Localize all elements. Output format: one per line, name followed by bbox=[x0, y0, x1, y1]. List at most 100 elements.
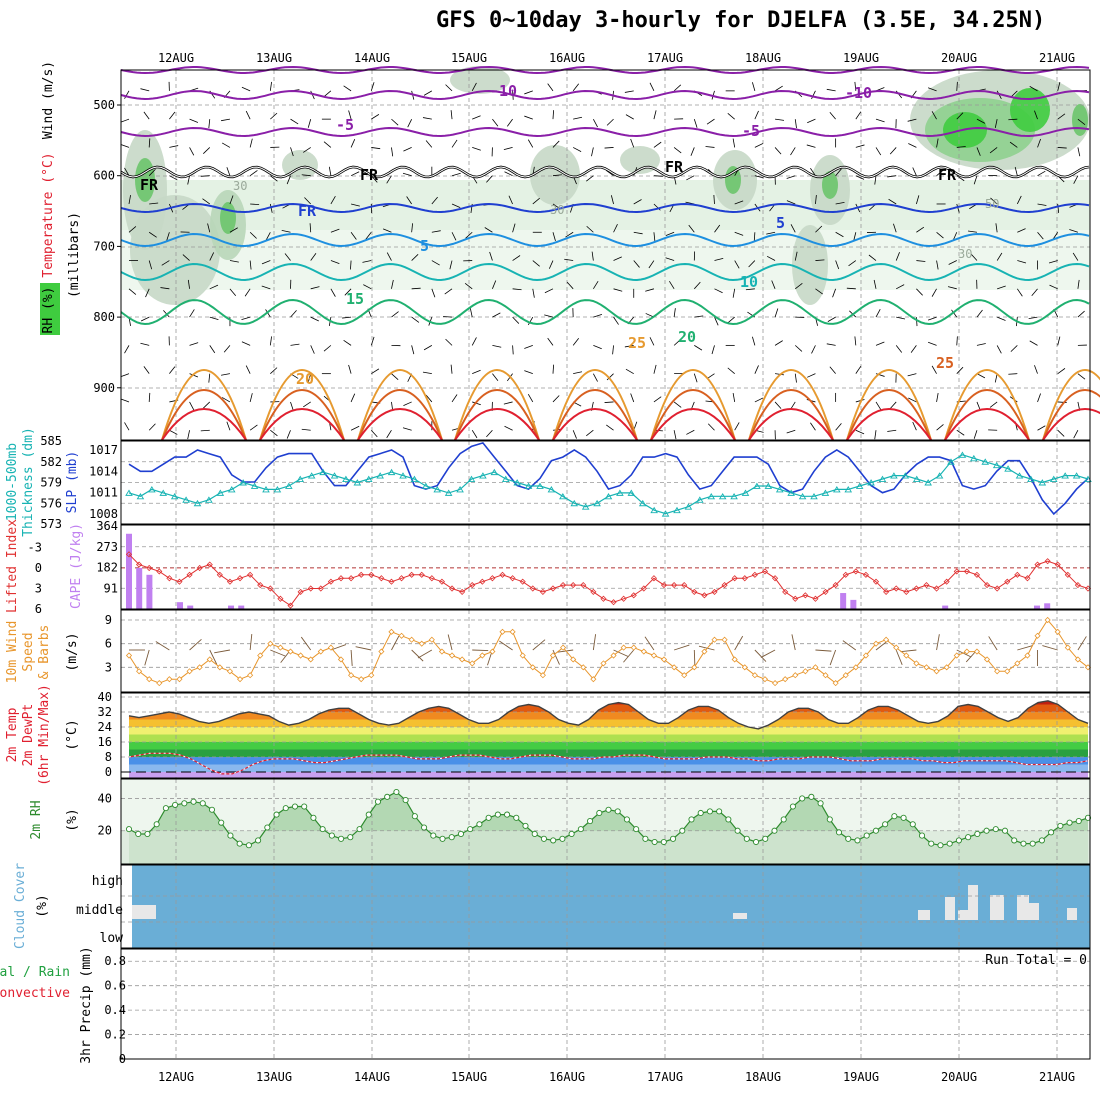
wind-barb bbox=[391, 635, 400, 651]
wind-barb bbox=[140, 342, 150, 346]
temp-bands bbox=[129, 700, 1088, 780]
wind-barb bbox=[835, 202, 845, 205]
rh-point bbox=[826, 816, 833, 823]
wind-barb bbox=[330, 288, 336, 297]
wind-barb bbox=[1028, 316, 1038, 320]
wind-barb bbox=[848, 260, 857, 267]
wind-point bbox=[438, 648, 446, 655]
li-point bbox=[751, 571, 758, 578]
wind-tick: 3 bbox=[105, 660, 112, 674]
cloud-tick: high bbox=[92, 874, 123, 889]
wind-barb bbox=[249, 393, 253, 403]
li-point bbox=[317, 585, 324, 592]
wind-barb bbox=[309, 223, 312, 233]
wind-barb bbox=[300, 636, 312, 651]
wind-barb bbox=[829, 111, 836, 120]
wind-barb bbox=[623, 649, 635, 663]
cloud-panel: high middle low Cloud Cover (%) bbox=[13, 863, 1091, 949]
temp-contour-label: 25 bbox=[628, 334, 646, 352]
cloud-gap bbox=[733, 913, 747, 919]
cloud-label-2: (%) bbox=[35, 894, 50, 917]
wind-label: Wind (m/s) bbox=[41, 61, 56, 139]
wind-barb bbox=[752, 82, 756, 91]
wind-barb bbox=[794, 373, 797, 383]
thick-tick: 579 bbox=[40, 476, 62, 490]
wind-barb bbox=[124, 167, 130, 176]
wind-barb bbox=[1017, 288, 1023, 297]
cloud-gap bbox=[132, 905, 144, 919]
wind-barb bbox=[1077, 373, 1086, 380]
wind-barb bbox=[754, 649, 767, 662]
wind-barb bbox=[148, 138, 151, 148]
wind-point bbox=[418, 640, 425, 647]
rh-point bbox=[900, 814, 907, 821]
li-point bbox=[388, 578, 395, 585]
wind-barb bbox=[810, 422, 816, 431]
rh-point bbox=[356, 826, 363, 833]
cape-tick: 364 bbox=[96, 519, 118, 533]
wind-barb bbox=[386, 175, 392, 184]
temp-contour-m10 bbox=[120, 89, 1090, 101]
wind-barb bbox=[189, 147, 195, 156]
thickness-point bbox=[593, 499, 601, 507]
cloud-gap bbox=[958, 910, 968, 920]
rh-point bbox=[752, 838, 760, 846]
wind-barb bbox=[786, 175, 796, 179]
wind-barb bbox=[270, 175, 278, 182]
wind-barb bbox=[270, 112, 278, 120]
wind-barb bbox=[391, 373, 399, 380]
wind-point bbox=[792, 672, 799, 679]
wind-barb bbox=[128, 226, 137, 233]
wind-barb bbox=[610, 195, 614, 205]
wind-barb bbox=[189, 401, 195, 411]
rh-label: RH (%) bbox=[41, 287, 56, 334]
thickness-point bbox=[307, 472, 316, 479]
wind-barb bbox=[613, 223, 618, 233]
wind-barb bbox=[649, 337, 655, 346]
wind-barb bbox=[1048, 260, 1058, 264]
wind-barb bbox=[241, 86, 251, 92]
wind-barb bbox=[209, 284, 219, 290]
wind-barb bbox=[1008, 373, 1018, 375]
li-point bbox=[913, 585, 920, 592]
wind-barb bbox=[547, 337, 554, 346]
rh-shade bbox=[1010, 88, 1050, 132]
wind-barb bbox=[996, 316, 1006, 321]
thickness-point bbox=[433, 486, 442, 493]
wind-barb bbox=[355, 646, 372, 651]
wind-barb bbox=[269, 336, 272, 346]
wind-barb bbox=[988, 636, 998, 651]
wind-barb bbox=[1057, 147, 1067, 149]
li-point bbox=[277, 595, 284, 602]
wind-barb bbox=[976, 118, 986, 124]
wind-barb bbox=[625, 368, 634, 375]
wind-barb bbox=[249, 424, 258, 431]
wind-point bbox=[348, 672, 355, 679]
wind-barb bbox=[653, 396, 662, 403]
rh-point bbox=[706, 808, 713, 815]
rh-lower-band bbox=[121, 830, 1090, 864]
rh-point bbox=[457, 830, 465, 838]
wind-barb bbox=[630, 138, 635, 148]
slp-tick: 1011 bbox=[89, 486, 118, 500]
thickness-point bbox=[273, 486, 282, 493]
li-point bbox=[156, 568, 163, 575]
rh-label-1: 2m RH bbox=[29, 800, 44, 839]
temp-label-1: 2m Temp bbox=[5, 707, 20, 762]
rh-point bbox=[660, 838, 667, 846]
rh-point bbox=[1057, 822, 1064, 829]
wind-barb bbox=[826, 343, 836, 346]
temp-tick: 0 bbox=[105, 765, 112, 779]
upper-frame bbox=[120, 69, 1091, 441]
cape-tick: 182 bbox=[96, 561, 118, 575]
wind-point bbox=[570, 656, 577, 663]
wind-barb bbox=[169, 111, 176, 120]
wind-point bbox=[196, 664, 203, 671]
wind-barb bbox=[431, 260, 440, 266]
temp-arch bbox=[454, 389, 540, 441]
rh-point bbox=[135, 830, 142, 838]
rh-point bbox=[264, 824, 271, 831]
wind-barb bbox=[874, 175, 877, 185]
li-point bbox=[600, 595, 607, 602]
li-point bbox=[136, 561, 143, 568]
